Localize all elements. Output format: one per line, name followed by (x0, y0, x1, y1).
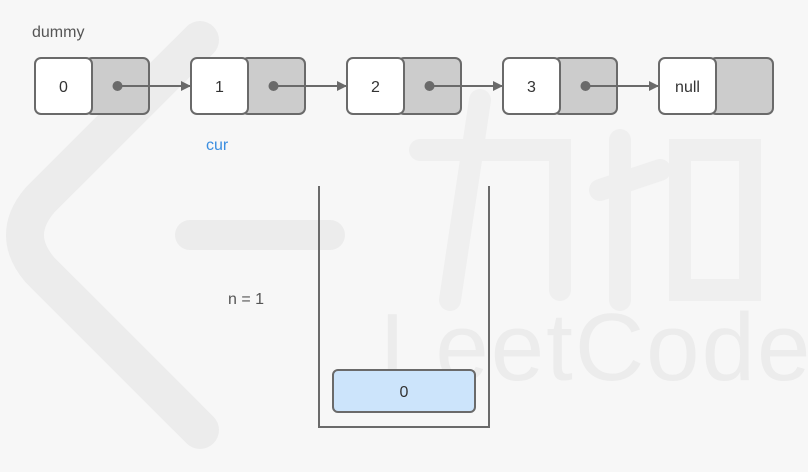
node-value: 1 (215, 79, 224, 96)
list-node: 3 (502, 57, 659, 115)
list-node: 2 (346, 57, 503, 115)
node-value: 2 (371, 79, 380, 96)
n-label: n = 1 (228, 291, 264, 308)
stack-item-box (332, 369, 476, 413)
list-node: 0 (34, 57, 191, 115)
stack-item-value: 0 (400, 384, 409, 401)
linked-list: 0 1 2 3 null (34, 57, 774, 115)
node-value: 3 (527, 79, 536, 96)
node-pointer-cell (709, 57, 774, 115)
list-node: null (658, 57, 774, 115)
node-value-cell (502, 57, 561, 115)
node-value-cell (190, 57, 249, 115)
dummy-label: dummy (32, 24, 84, 41)
node-value-cell (658, 57, 717, 115)
node-value-cell (346, 57, 405, 115)
list-node: 1 (190, 57, 347, 115)
cur-label: cur (206, 137, 229, 154)
node-value-cell (34, 57, 93, 115)
stack-item: 0 (332, 369, 476, 413)
stack-items: 0 (332, 369, 476, 413)
node-value: 0 (59, 79, 68, 96)
node-value: null (675, 79, 700, 96)
stack-container (318, 186, 490, 428)
